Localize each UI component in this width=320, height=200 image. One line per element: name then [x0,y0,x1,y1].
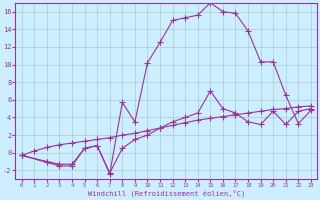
X-axis label: Windchill (Refroidissement éolien,°C): Windchill (Refroidissement éolien,°C) [88,190,245,197]
